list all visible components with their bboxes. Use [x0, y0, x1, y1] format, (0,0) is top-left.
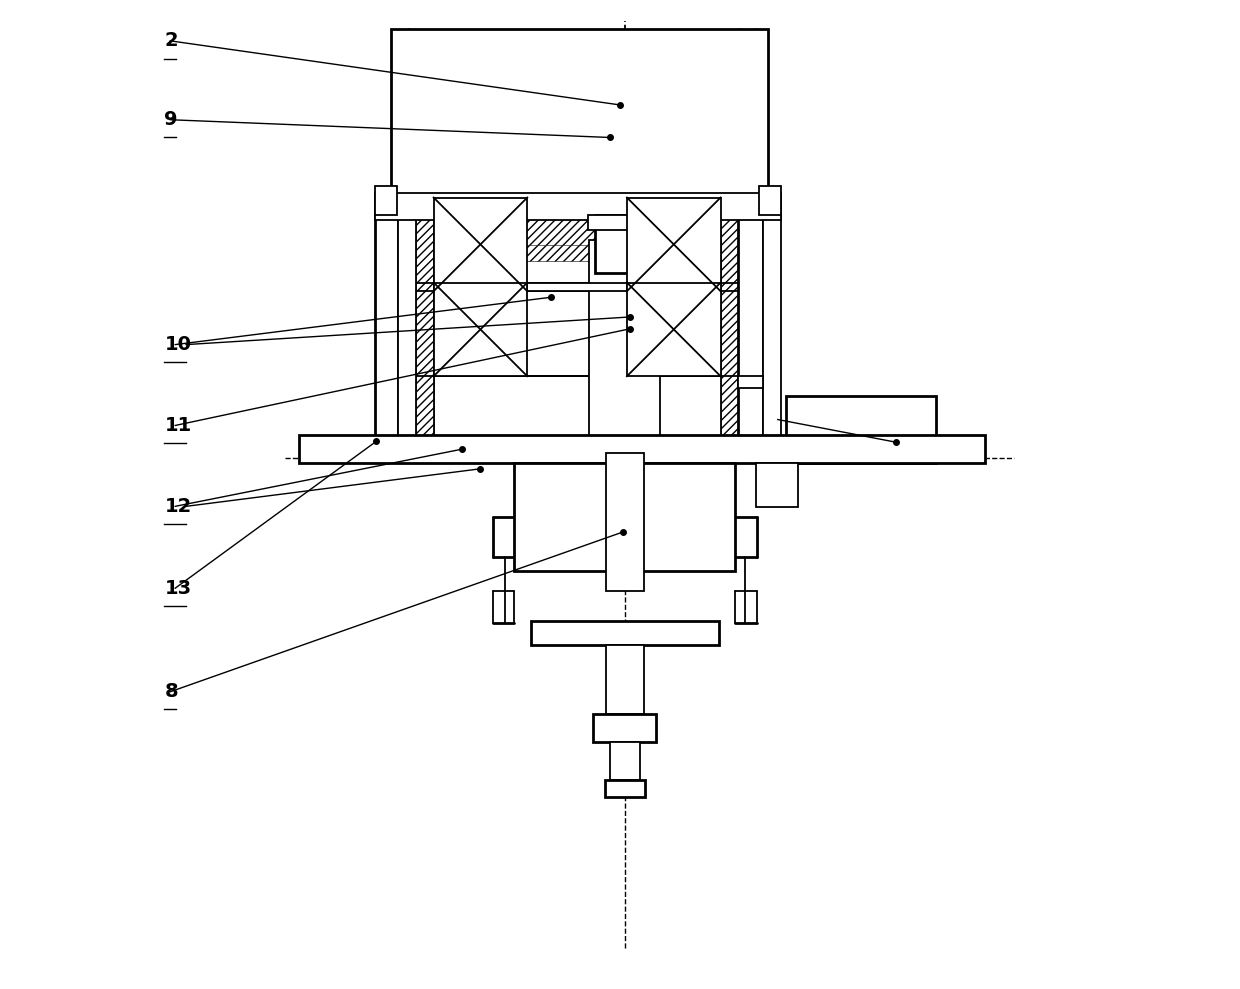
Bar — [377, 218, 396, 443]
Bar — [415, 218, 434, 443]
Bar — [787, 398, 934, 461]
Bar — [434, 283, 527, 376]
Bar — [756, 463, 797, 507]
Bar — [740, 218, 761, 443]
Text: 9: 9 — [165, 110, 177, 130]
Bar — [606, 646, 644, 714]
Bar — [786, 396, 936, 463]
Text: 11: 11 — [165, 416, 192, 435]
Bar — [738, 216, 763, 445]
Bar — [627, 198, 720, 291]
Bar — [738, 376, 763, 388]
Text: 8: 8 — [165, 682, 179, 701]
Bar — [376, 193, 781, 221]
Bar — [588, 216, 662, 230]
Bar — [434, 198, 720, 245]
Bar — [398, 216, 415, 445]
Bar — [399, 217, 415, 444]
Bar — [533, 623, 717, 644]
Bar — [391, 29, 768, 194]
Bar — [605, 779, 645, 797]
Bar — [515, 463, 735, 572]
Bar — [720, 218, 738, 443]
Bar — [434, 198, 527, 291]
Text: 2: 2 — [165, 32, 179, 50]
Bar — [434, 218, 720, 261]
Bar — [759, 186, 781, 216]
Text: 10: 10 — [165, 335, 191, 354]
Bar — [376, 186, 397, 216]
Bar — [610, 742, 640, 779]
Text: 12: 12 — [165, 496, 192, 516]
Bar — [516, 465, 560, 570]
Bar — [595, 716, 655, 740]
Bar — [595, 216, 655, 273]
Bar — [606, 453, 644, 591]
Bar — [527, 283, 627, 291]
Bar — [531, 621, 719, 646]
Bar — [377, 195, 779, 219]
Text: 13: 13 — [165, 579, 191, 597]
Bar — [627, 283, 720, 376]
Bar — [763, 216, 781, 445]
Bar — [594, 714, 656, 742]
Bar — [689, 465, 733, 570]
Bar — [764, 217, 780, 444]
Bar — [391, 194, 768, 216]
Bar — [300, 435, 985, 463]
Bar — [589, 240, 661, 445]
Bar — [376, 216, 398, 445]
